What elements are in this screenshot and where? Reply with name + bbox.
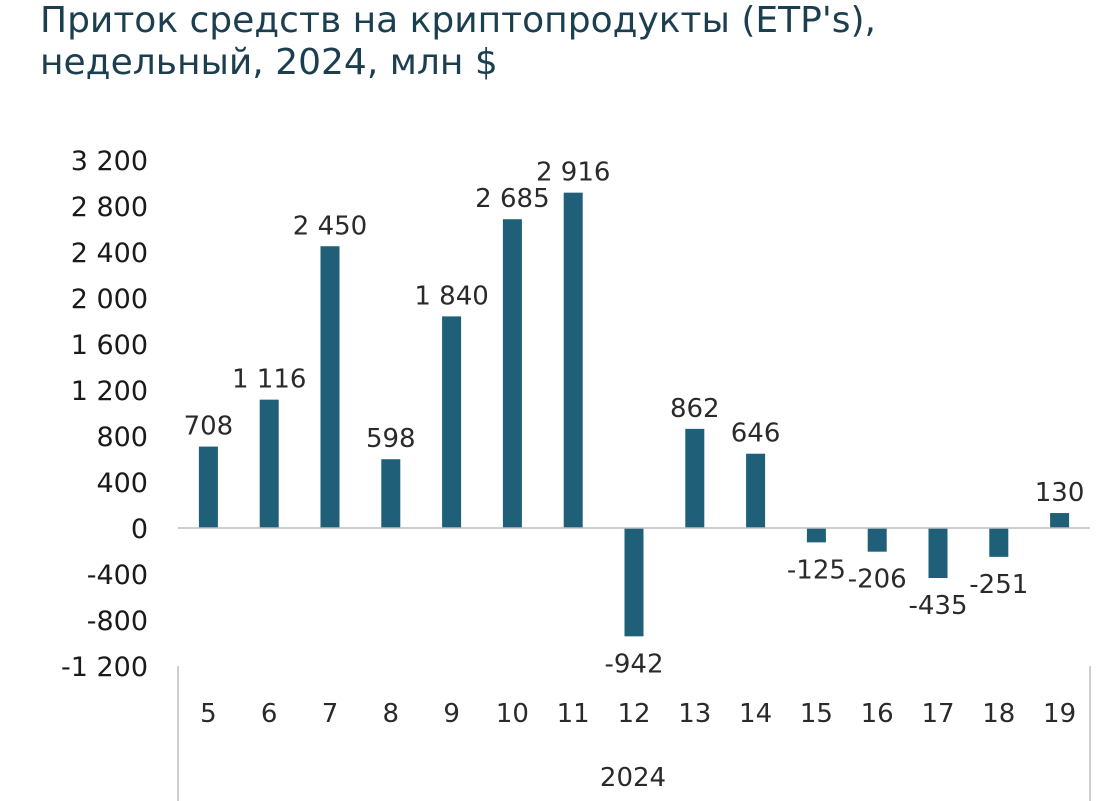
y-tick-label: -800: [87, 606, 148, 637]
x-tick-label: 7: [322, 699, 339, 729]
data-label: -942: [604, 649, 663, 679]
x-tick-label: 5: [200, 699, 217, 729]
bar: [198, 446, 218, 528]
data-label: 646: [731, 419, 781, 449]
x-tick-label: 19: [1043, 699, 1076, 729]
x-tick-label: 6: [261, 699, 278, 729]
bar: [928, 528, 948, 579]
bar: [502, 219, 522, 528]
bar: [442, 316, 462, 528]
x-tick-label: 12: [617, 699, 650, 729]
x-axis: 5 6 7 8 9 10 11 12 13 14 15 16 17 18 19 2024: [177, 527, 1091, 801]
y-tick-label: 2 800: [71, 192, 148, 223]
chart-title-line-1: Приток средств на криптопродукты (ETP's)…: [40, 0, 876, 41]
x-tick-label: 8: [383, 699, 400, 729]
data-label: 1 840: [414, 281, 488, 311]
x-tick-label: 18: [982, 699, 1015, 729]
bar: [867, 528, 887, 552]
chart-title: Приток средств на криптопродукты (ETP's)…: [40, 0, 1090, 84]
x-tick-label: 15: [800, 699, 833, 729]
y-tick-label: 3 200: [71, 146, 148, 177]
data-label: 2 685: [475, 184, 549, 214]
data-label: -125: [787, 555, 846, 585]
y-tick-label: 2 400: [71, 238, 148, 269]
y-tick-label: 2 000: [71, 284, 148, 315]
x-tick-label: 13: [678, 699, 711, 729]
data-label: -435: [908, 591, 967, 621]
x-tick-label: 17: [921, 699, 954, 729]
bar: [381, 459, 401, 528]
data-label: 2 916: [536, 158, 610, 188]
y-tick-label: 1 200: [71, 376, 148, 407]
y-tick-label: 0: [131, 514, 148, 545]
x-tick-label: 16: [861, 699, 894, 729]
bar: [806, 528, 826, 543]
bars: [198, 192, 1070, 637]
x-tick-label: 11: [557, 699, 590, 729]
data-label: 1 116: [232, 365, 306, 395]
y-tick-label: 400: [96, 468, 148, 499]
y-tick-label: -1 200: [61, 652, 148, 683]
data-label: -251: [969, 570, 1028, 600]
y-tick-label: 800: [96, 422, 148, 453]
bar: [1050, 513, 1070, 528]
y-tick-label: 1 600: [71, 330, 148, 361]
bar: [320, 246, 340, 528]
data-label: 708: [184, 412, 234, 442]
bar: [989, 528, 1009, 557]
data-label: 130: [1035, 478, 1085, 508]
x-group-label: 2024: [600, 763, 666, 793]
data-label: 2 450: [293, 211, 367, 241]
x-tick-label: 9: [443, 699, 460, 729]
y-axis: 3 200 2 800 2 400 2 000 1 600 1 200 800 400 0 -40…: [61, 146, 148, 683]
data-label: 862: [670, 394, 720, 424]
x-tick-label: 10: [496, 699, 529, 729]
x-tick-label: 14: [739, 699, 772, 729]
y-tick-label: -400: [87, 560, 148, 591]
chart-title-line-2: недельный, 2024, млн $: [40, 42, 498, 83]
bar: [563, 192, 583, 528]
data-label: -206: [848, 565, 907, 595]
bar: [624, 528, 644, 637]
bar: [685, 428, 705, 528]
bar: [746, 453, 766, 528]
data-label: 598: [366, 424, 416, 454]
bar: [259, 399, 279, 528]
